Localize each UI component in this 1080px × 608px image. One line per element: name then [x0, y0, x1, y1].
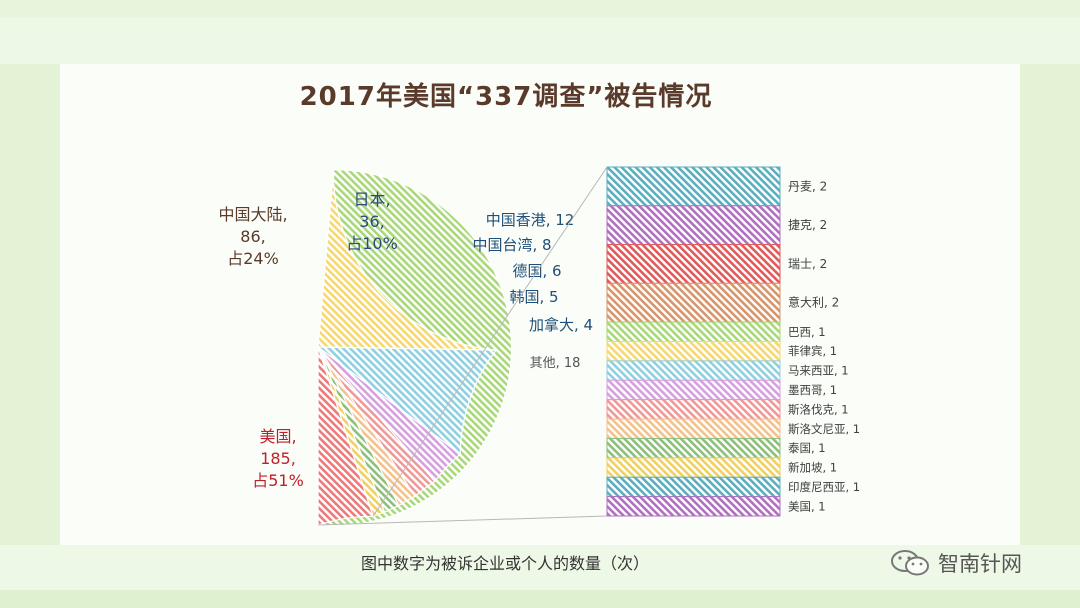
breakdown-label-6: 马来西亚, 1 — [788, 364, 849, 378]
content-panel — [60, 64, 1020, 545]
breakdown-segment-11 — [606, 457, 781, 478]
breakdown-label-11: 新加坡, 1 — [788, 461, 837, 475]
breakdown-label-1: 捷克, 2 — [788, 218, 827, 232]
breakdown-segment-0 — [606, 166, 781, 207]
pie-label-0: 美国, 185,占51% — [252, 427, 304, 490]
brand-name: 智南针网 — [938, 552, 1022, 576]
connector-line-bottom — [317, 515, 608, 526]
breakdown-label-10: 泰国, 1 — [788, 441, 826, 455]
pie-slice-2 — [316, 346, 498, 456]
breakdown-label-13: 美国, 1 — [788, 499, 826, 513]
breakdown-segment-8 — [606, 399, 781, 420]
pie-label-7: 加拿大, 4 — [529, 316, 593, 334]
breakdown-label-5: 菲律宾, 1 — [788, 344, 837, 358]
breakdown-segment-4 — [606, 321, 781, 343]
breakdown-segment-12 — [606, 476, 781, 498]
breakdown-label-12: 印度尼西亚, 1 — [788, 480, 860, 494]
breakdown-segment-7 — [606, 379, 781, 401]
breakdown-label-4: 巴西, 1 — [788, 325, 826, 339]
breakdown-label-3: 意大利, 2 — [788, 295, 839, 310]
chart-title: 2017年美国“337调查”被告情况 — [299, 82, 713, 112]
breakdown-segment-6 — [606, 360, 781, 381]
breakdown-segment-9 — [606, 418, 781, 439]
top-band — [0, 18, 1080, 64]
pie-label-1: 中国大陆, 86,占24% — [218, 205, 287, 268]
connector-line-top — [372, 166, 608, 517]
breakdown-segment-13 — [606, 496, 781, 517]
breakdown-segment-3 — [606, 282, 781, 323]
breakdown-label-0: 丹麦, 2 — [788, 179, 827, 193]
footnote: 图中数字为被诉企业或个人的数量（次） — [360, 554, 649, 573]
pie-label-2: 日本, 36,占10% — [346, 190, 398, 253]
breakdown-segment-2 — [606, 244, 781, 284]
wechat-icon — [891, 550, 929, 576]
breakdown-segment-5 — [606, 341, 781, 362]
brand-watermark: 智南针网 — [890, 548, 1060, 578]
breakdown-label-8: 斯洛伐克, 1 — [788, 402, 849, 416]
pie-label-8: 其他, 18 — [530, 356, 581, 371]
breakdown-segment-10 — [606, 437, 781, 459]
pie-slice-1 — [317, 169, 497, 351]
breakdown-label-2: 瑞士, 2 — [788, 257, 827, 271]
breakdown-segment-1 — [606, 205, 781, 246]
pie-label-3: 中国香港, 12 — [486, 211, 575, 229]
breakdown-label-7: 墨西哥, 1 — [788, 383, 837, 397]
pie-label-4: 中国台湾, 8 — [472, 236, 551, 254]
pie-label-6: 韩国, 5 — [509, 288, 558, 306]
breakdown-label-9: 斯洛文尼亚, 1 — [788, 422, 860, 436]
